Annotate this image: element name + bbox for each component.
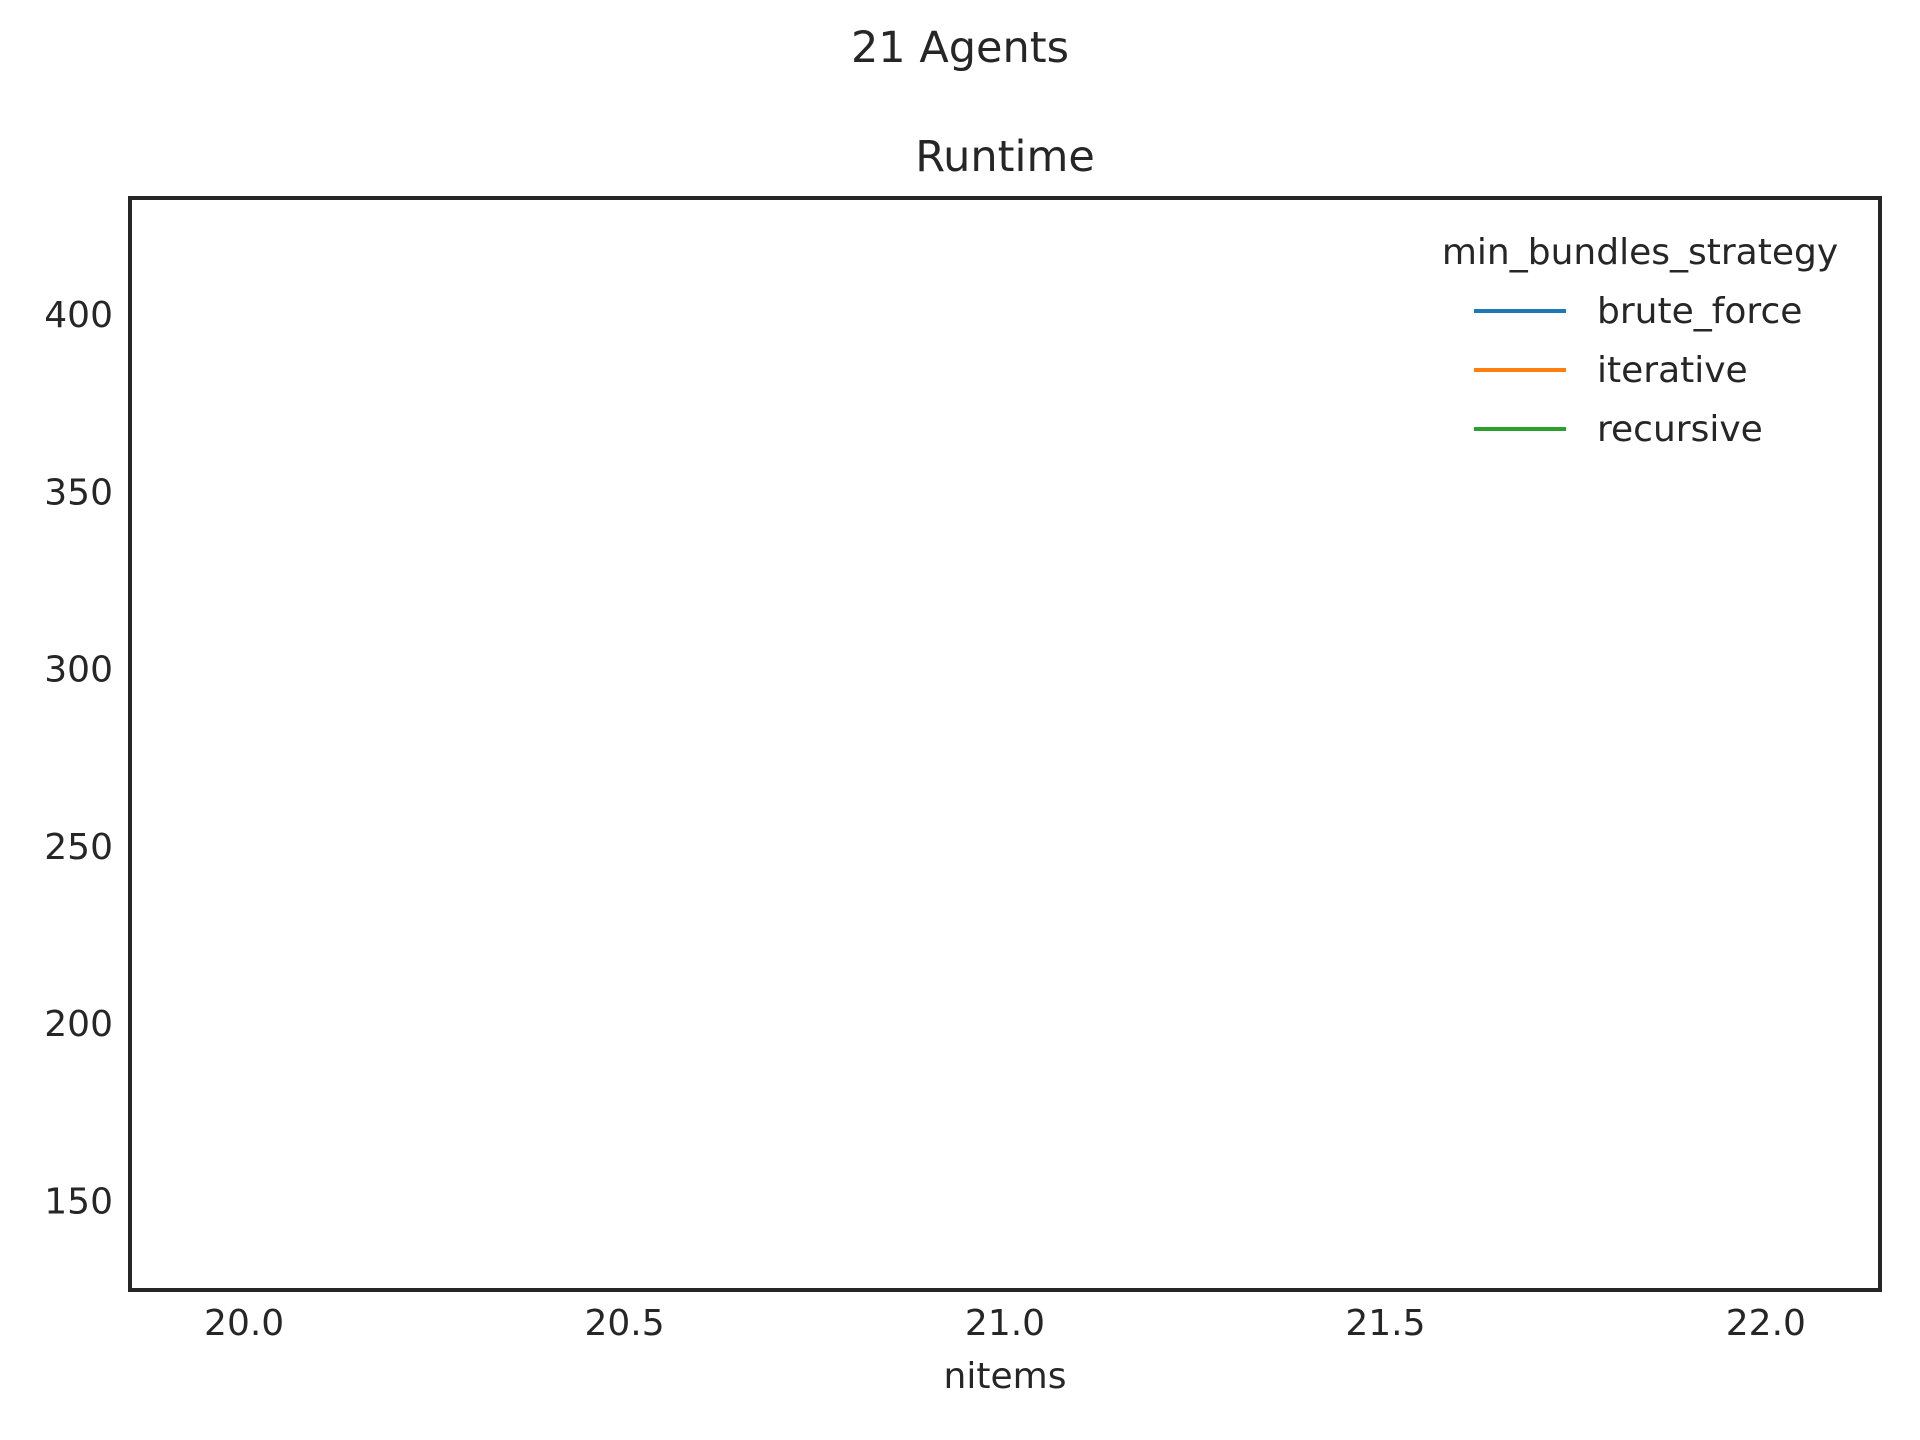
y-tick-label: 300	[44, 650, 113, 691]
x-tick-label: 20.0	[204, 1303, 284, 1344]
x-tick-label: 20.5	[584, 1303, 664, 1344]
x-axis-ticks: 20.0 20.5 21.0 21.5 22.0	[204, 1303, 1806, 1344]
y-axis-ticks: 150 200 250 300 350 400	[44, 295, 113, 1222]
chart-title: Runtime	[915, 132, 1095, 182]
y-tick-label: 150	[44, 1181, 113, 1222]
legend: min_bundles_strategy brute_force iterativ…	[1442, 232, 1838, 450]
y-tick-label: 400	[44, 295, 113, 336]
legend-title: min_bundles_strategy	[1442, 232, 1838, 273]
plot-area-frame	[128, 196, 1882, 1292]
x-tick-label: 21.0	[965, 1303, 1045, 1344]
x-tick-label: 22.0	[1726, 1303, 1806, 1344]
y-tick-label: 250	[44, 827, 113, 868]
legend-entries: brute_force iterative recursive	[1474, 291, 1802, 450]
y-tick-label: 350	[44, 472, 113, 513]
legend-label-recursive: recursive	[1597, 409, 1763, 450]
figure-suptitle: 21 Agents	[851, 23, 1069, 73]
y-tick-label: 200	[44, 1004, 113, 1045]
x-axis-label: nitems	[944, 1356, 1067, 1397]
legend-label-iterative: iterative	[1597, 350, 1748, 391]
legend-label-brute_force: brute_force	[1597, 291, 1802, 332]
x-tick-label: 21.5	[1345, 1303, 1425, 1344]
